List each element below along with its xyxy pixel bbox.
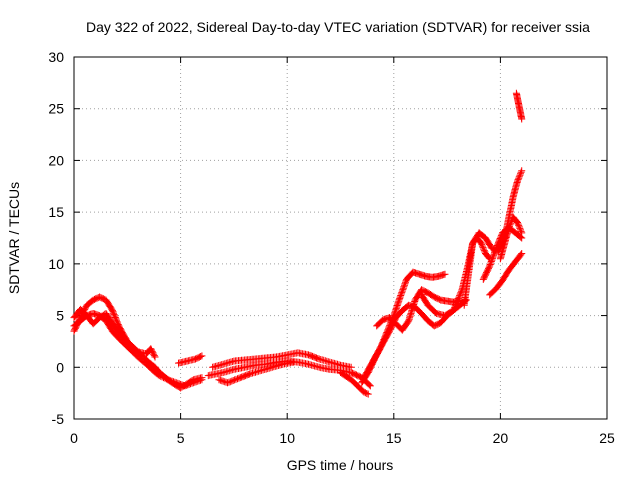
y-axis-label: SDTVAR / TECUs (6, 182, 22, 294)
series-track-d (175, 352, 206, 367)
x-tick-label: 5 (177, 430, 185, 446)
y-tick-label: 10 (48, 256, 64, 272)
y-tick-label: 25 (48, 101, 64, 117)
y-tick-labels: -5 0 5 10 15 20 25 30 (48, 49, 64, 427)
x-tick-label: 25 (599, 430, 615, 446)
series-track-f (209, 349, 355, 371)
x-tick-label: 20 (493, 430, 509, 446)
marker-track (486, 250, 526, 299)
x-tick-label: 10 (279, 430, 295, 446)
y-tick-label: 5 (56, 308, 64, 324)
y-tick-label: 0 (56, 359, 64, 375)
series-track-a (70, 293, 206, 392)
series-track-m (460, 167, 526, 309)
data-markers (70, 89, 526, 398)
marker-track (70, 305, 159, 361)
series-track-o (486, 250, 526, 299)
marker-track (215, 358, 298, 387)
y-tick-label: 20 (48, 152, 64, 168)
marker-track (460, 167, 526, 309)
x-tick-label: 15 (386, 430, 402, 446)
series-track-g (215, 358, 298, 387)
marker-track (337, 369, 372, 398)
x-axis-label: GPS time / hours (287, 457, 394, 473)
marker-track (70, 293, 206, 392)
plot-frame (73, 56, 608, 420)
marker-track (175, 352, 206, 367)
x-tick-label: 0 (70, 430, 78, 446)
y-tick-label: 30 (48, 49, 64, 65)
marker-track (496, 213, 526, 263)
series-track-k (373, 286, 464, 334)
marker-track (209, 349, 355, 371)
chart-title: Day 322 of 2022, Sidereal Day-to-day VTE… (86, 19, 590, 35)
marker-track (512, 89, 526, 123)
series-track-c (70, 305, 159, 361)
series-track-h (337, 369, 372, 398)
y-tick-label: -5 (52, 411, 65, 427)
marker-track (373, 286, 464, 334)
series-track-q (512, 89, 526, 123)
y-tick-label: 15 (48, 204, 64, 220)
x-tick-labels: 0 5 10 15 20 25 (70, 430, 615, 446)
series-track-p (496, 213, 526, 263)
